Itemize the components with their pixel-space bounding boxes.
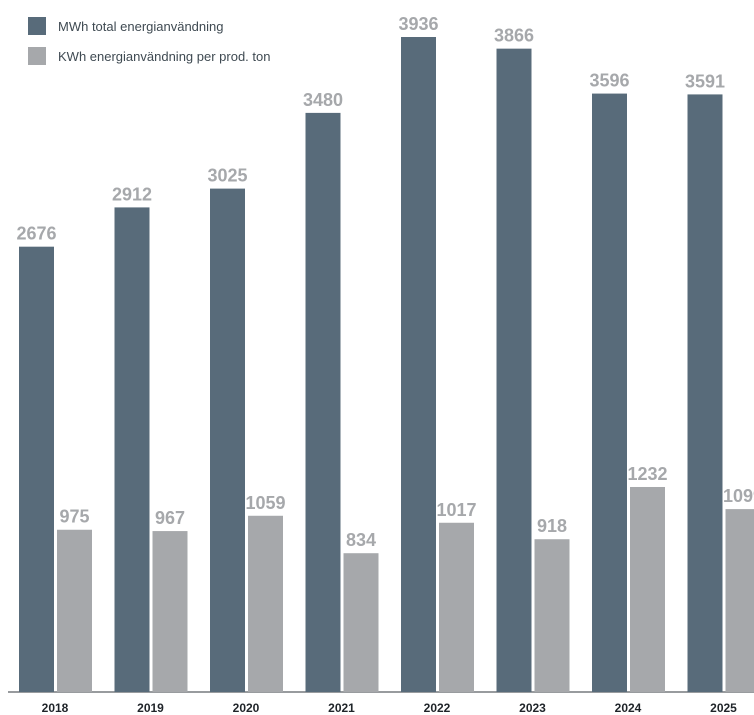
bar-mwh-total-2021 <box>305 112 341 692</box>
x-tick-label-2021: 2021 <box>328 701 355 715</box>
legend-item-series-1: MWh total energianvändning <box>28 16 270 36</box>
data-label-mwh-total-2023: 3866 <box>494 26 534 46</box>
x-tick-label-2022: 2022 <box>424 701 451 715</box>
legend-item-series-2: KWh energianvändning per prod. ton <box>28 46 270 66</box>
x-tick-label-2019: 2019 <box>137 701 164 715</box>
data-label-mwh-total-2022: 3936 <box>398 14 438 34</box>
bar-mwh-total-2022 <box>401 37 436 692</box>
bar-kwh-per-ton-2019 <box>152 531 188 692</box>
data-label-kwh-per-ton-2023: 918 <box>537 516 567 536</box>
data-label-kwh-per-ton-2021: 834 <box>346 530 376 550</box>
bar-mwh-total-2025 <box>687 94 723 692</box>
bar-mwh-total-2020 <box>210 188 245 693</box>
data-label-mwh-total-2020: 3025 <box>207 166 247 186</box>
data-label-mwh-total-2021: 3480 <box>303 90 343 110</box>
data-label-mwh-total-2019: 2912 <box>112 184 152 204</box>
data-label-kwh-per-ton-2018: 975 <box>59 507 89 527</box>
legend: MWh total energianvändning KWh energianv… <box>28 16 270 76</box>
legend-swatch-series-2 <box>28 47 46 65</box>
bar-kwh-per-ton-2025 <box>725 509 754 692</box>
x-tick-label-2018: 2018 <box>42 701 69 715</box>
legend-label-series-2: KWh energianvändning per prod. ton <box>58 48 271 64</box>
data-label-kwh-per-ton-2020: 1059 <box>245 493 285 513</box>
data-label-kwh-per-ton-2025: 1099 <box>723 486 754 506</box>
data-label-mwh-total-2018: 2676 <box>16 224 56 244</box>
bar-mwh-total-2024 <box>592 93 627 693</box>
bar-kwh-per-ton-2022 <box>439 522 474 692</box>
data-label-mwh-total-2025: 3591 <box>685 71 725 91</box>
bar-kwh-per-ton-2023 <box>534 539 570 692</box>
bar-mwh-total-2019 <box>114 207 150 693</box>
bar-mwh-total-2018 <box>19 246 54 692</box>
data-label-mwh-total-2024: 3596 <box>589 71 629 91</box>
legend-swatch-series-1 <box>28 17 46 35</box>
x-tick-label-2023: 2023 <box>519 701 546 715</box>
legend-label-series-1: MWh total energianvändning <box>58 18 224 34</box>
bar-kwh-per-ton-2021 <box>343 553 379 692</box>
x-tick-label-2020: 2020 <box>233 701 260 715</box>
bar-kwh-per-ton-2020 <box>248 515 283 692</box>
bar-kwh-per-ton-2024 <box>630 486 665 692</box>
bar-mwh-total-2023 <box>496 48 532 693</box>
data-label-kwh-per-ton-2022: 1017 <box>436 500 476 520</box>
data-label-kwh-per-ton-2024: 1232 <box>627 464 667 484</box>
x-tick-label-2025: 2025 <box>710 701 737 715</box>
data-label-kwh-per-ton-2019: 967 <box>155 508 185 528</box>
x-tick-label-2024: 2024 <box>615 701 642 715</box>
bar-kwh-per-ton-2018 <box>57 529 92 692</box>
